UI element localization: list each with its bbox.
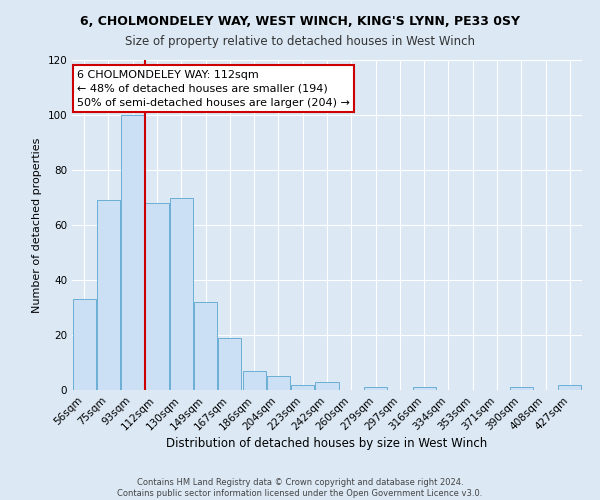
Bar [291,384,314,390]
Bar [97,200,120,390]
Bar [145,203,169,390]
Bar [242,371,266,390]
Bar [194,302,217,390]
Text: Contains HM Land Registry data © Crown copyright and database right 2024.
Contai: Contains HM Land Registry data © Crown c… [118,478,482,498]
Bar [121,115,144,390]
Bar [510,387,533,390]
Bar [316,382,338,390]
Y-axis label: Number of detached properties: Number of detached properties [32,138,42,312]
Bar [413,387,436,390]
X-axis label: Distribution of detached houses by size in West Winch: Distribution of detached houses by size … [166,438,488,450]
Bar [73,299,95,390]
Bar [559,384,581,390]
Bar [364,387,387,390]
Text: 6 CHOLMONDELEY WAY: 112sqm
← 48% of detached houses are smaller (194)
50% of sem: 6 CHOLMONDELEY WAY: 112sqm ← 48% of deta… [77,70,350,108]
Text: 6, CHOLMONDELEY WAY, WEST WINCH, KING'S LYNN, PE33 0SY: 6, CHOLMONDELEY WAY, WEST WINCH, KING'S … [80,15,520,28]
Bar [218,338,241,390]
Bar [267,376,290,390]
Text: Size of property relative to detached houses in West Winch: Size of property relative to detached ho… [125,35,475,48]
Bar [170,198,193,390]
